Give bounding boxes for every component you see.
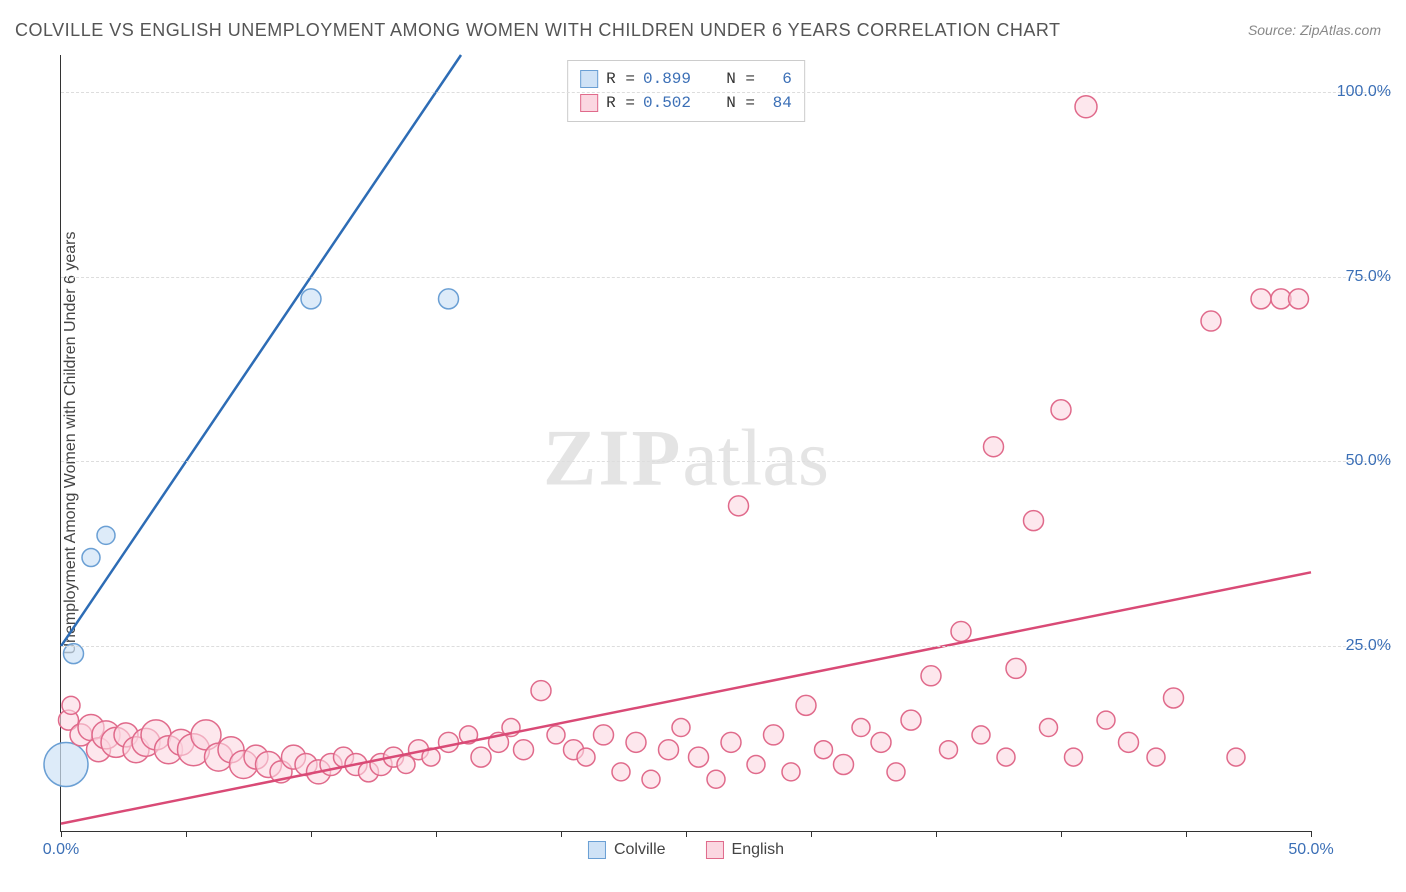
- scatter-point: [594, 725, 614, 745]
- chart-title: COLVILLE VS ENGLISH UNEMPLOYMENT AMONG W…: [15, 20, 1061, 41]
- scatter-point: [901, 710, 921, 730]
- y-tick-label: 50.0%: [1321, 452, 1391, 470]
- scatter-point: [531, 681, 551, 701]
- legend-r-label: R =: [606, 67, 635, 91]
- x-tick: [436, 831, 437, 837]
- scatter-point: [577, 748, 595, 766]
- scatter-point: [707, 770, 725, 788]
- x-tick: [186, 831, 187, 837]
- plot-area: ZIPatlas Unemployment Among Women with C…: [60, 55, 1311, 832]
- scatter-point: [301, 289, 321, 309]
- scatter-point: [97, 526, 115, 544]
- scatter-point: [1097, 711, 1115, 729]
- source-label: Source: ZipAtlas.com: [1248, 22, 1381, 38]
- scatter-point: [439, 289, 459, 309]
- legend-series-label: Colville: [614, 841, 666, 859]
- scatter-point: [984, 437, 1004, 457]
- legend-bottom: Colville English: [588, 841, 784, 859]
- legend-n-label: N =: [726, 67, 755, 91]
- x-tick: [1061, 831, 1062, 837]
- chart-svg: [61, 55, 1311, 831]
- scatter-point: [871, 732, 891, 752]
- scatter-point: [764, 725, 784, 745]
- scatter-point: [997, 748, 1015, 766]
- scatter-point: [1024, 511, 1044, 531]
- scatter-point: [721, 732, 741, 752]
- grid-line: [61, 646, 1391, 647]
- scatter-point: [642, 770, 660, 788]
- trend-line: [61, 572, 1311, 823]
- scatter-point: [612, 763, 630, 781]
- scatter-point: [747, 755, 765, 773]
- scatter-point: [972, 726, 990, 744]
- scatter-point: [439, 732, 459, 752]
- scatter-point: [729, 496, 749, 516]
- x-tick: [811, 831, 812, 837]
- y-tick-label: 100.0%: [1321, 83, 1391, 101]
- x-tick-label: 50.0%: [1288, 841, 1333, 859]
- x-tick: [936, 831, 937, 837]
- scatter-point: [796, 695, 816, 715]
- scatter-point: [547, 726, 565, 744]
- scatter-point: [852, 719, 870, 737]
- scatter-point: [1251, 289, 1271, 309]
- scatter-point: [689, 747, 709, 767]
- legend-swatch: [580, 94, 598, 112]
- scatter-point: [940, 741, 958, 759]
- legend-r-value: 0.502: [643, 91, 691, 115]
- legend-n-label: N =: [726, 91, 755, 115]
- scatter-point: [921, 666, 941, 686]
- x-tick: [311, 831, 312, 837]
- legend-series-item: English: [706, 841, 784, 859]
- x-tick: [1311, 831, 1312, 837]
- scatter-point: [951, 621, 971, 641]
- scatter-point: [514, 740, 534, 760]
- legend-r-value: 0.899: [643, 67, 691, 91]
- scatter-point: [1040, 719, 1058, 737]
- x-tick: [686, 831, 687, 837]
- x-tick-label: 0.0%: [43, 841, 79, 859]
- scatter-point: [672, 719, 690, 737]
- scatter-point: [1164, 688, 1184, 708]
- scatter-point: [1075, 96, 1097, 118]
- legend-stats-row: R = 0.899 N = 6: [580, 67, 792, 91]
- scatter-point: [1201, 311, 1221, 331]
- scatter-point: [1065, 748, 1083, 766]
- scatter-point: [82, 549, 100, 567]
- legend-n-value: 6: [763, 67, 792, 91]
- x-tick: [561, 831, 562, 837]
- scatter-point: [1051, 400, 1071, 420]
- legend-n-value: 84: [763, 91, 792, 115]
- scatter-point: [1289, 289, 1309, 309]
- scatter-point: [44, 742, 88, 786]
- scatter-point: [62, 696, 80, 714]
- y-tick-label: 25.0%: [1321, 637, 1391, 655]
- trend-line: [61, 55, 461, 646]
- scatter-point: [815, 741, 833, 759]
- grid-line: [61, 277, 1391, 278]
- scatter-point: [1006, 658, 1026, 678]
- scatter-point: [626, 732, 646, 752]
- scatter-point: [1147, 748, 1165, 766]
- scatter-point: [782, 763, 800, 781]
- legend-swatch: [706, 841, 724, 859]
- y-tick-label: 75.0%: [1321, 268, 1391, 286]
- scatter-point: [887, 763, 905, 781]
- x-tick: [1186, 831, 1187, 837]
- legend-series-label: English: [732, 841, 784, 859]
- x-tick: [61, 831, 62, 837]
- scatter-point: [834, 754, 854, 774]
- legend-swatch: [588, 841, 606, 859]
- grid-line: [61, 92, 1391, 93]
- scatter-point: [1227, 748, 1245, 766]
- legend-r-label: R =: [606, 91, 635, 115]
- scatter-point: [1119, 732, 1139, 752]
- legend-swatch: [580, 70, 598, 88]
- legend-stats-row: R = 0.502 N = 84: [580, 91, 792, 115]
- grid-line: [61, 461, 1391, 462]
- scatter-point: [659, 740, 679, 760]
- legend-series-item: Colville: [588, 841, 666, 859]
- scatter-point: [471, 747, 491, 767]
